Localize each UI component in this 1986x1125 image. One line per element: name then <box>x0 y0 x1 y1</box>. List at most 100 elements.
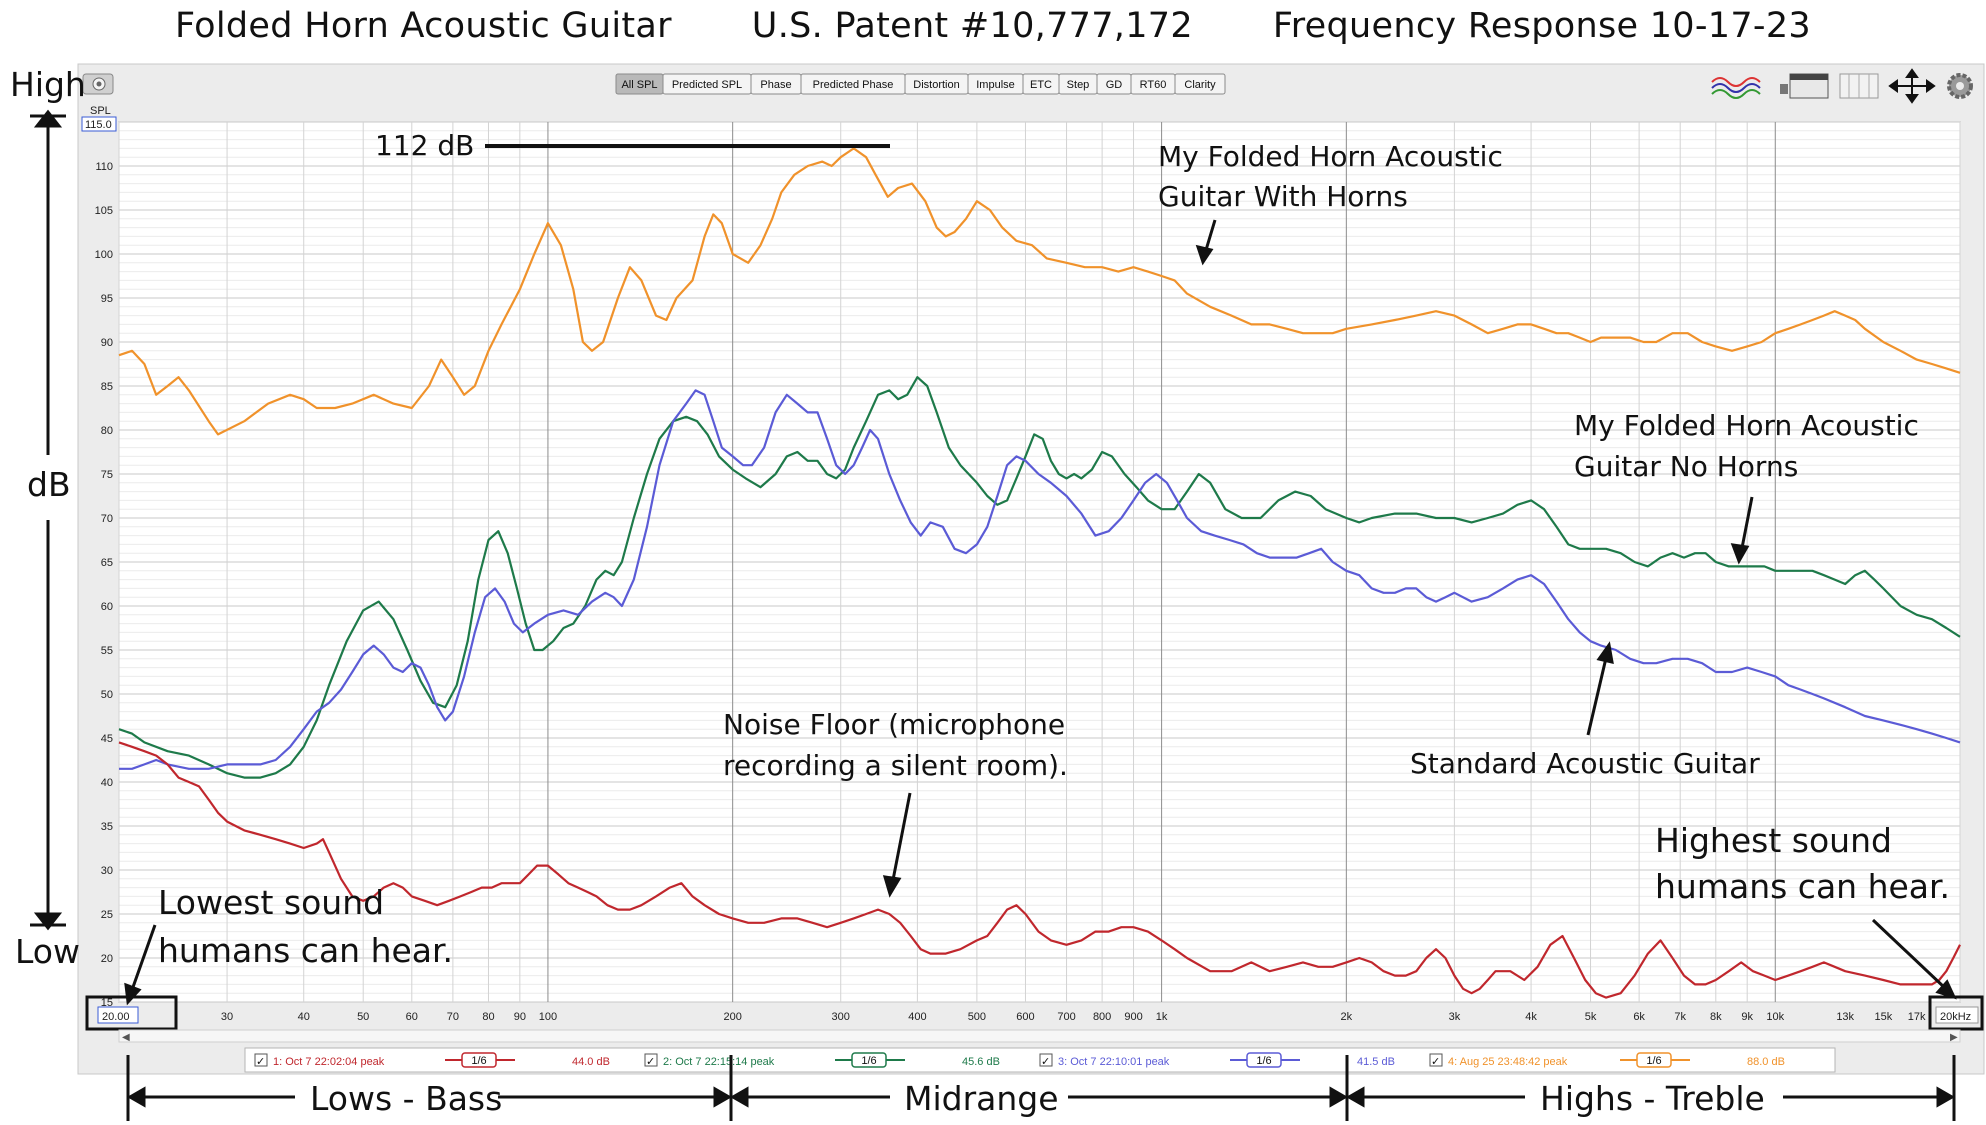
no-horns-label-2: Guitar No Horns <box>1574 450 1798 483</box>
check-icon: ✓ <box>646 1056 655 1068</box>
scroll-left-arrow[interactable]: ◀ <box>122 1032 130 1043</box>
camera-icon[interactable] <box>82 73 114 95</box>
y-tick-label: 60 <box>101 601 113 613</box>
x-tick-label: 90 <box>514 1011 526 1023</box>
smoothing-button[interactable] <box>461 1052 497 1068</box>
legend-name: 3: Oct 7 22:10:01 peak <box>1058 1056 1170 1068</box>
x-tick-label: 10k <box>1766 1011 1784 1023</box>
graph-window-icon[interactable] <box>1780 73 1829 99</box>
y-tick-label: 110 <box>95 161 113 173</box>
legend-checkbox[interactable] <box>1429 1053 1443 1067</box>
scroll-right-arrow[interactable]: ▶ <box>1950 1032 1958 1043</box>
with-horns-arrow <box>1195 219 1217 266</box>
lowest-sound-label-1: Lowest sound <box>158 883 384 922</box>
x-tick-label: 40 <box>298 1011 310 1023</box>
x-right-value: 20kHz <box>1940 1011 1971 1023</box>
x-tick-label: 400 <box>908 1011 926 1023</box>
tab-label: Predicted SPL <box>672 79 742 91</box>
y-tick-label: 75 <box>101 469 113 481</box>
y-tick-label: 100 <box>95 249 113 261</box>
legend-level: 88.0 dB <box>1747 1056 1785 1068</box>
x-tick-label: 13k <box>1836 1011 1854 1023</box>
smoothing-label: 1/6 <box>1256 1055 1271 1067</box>
x-tick-label: 800 <box>1093 1011 1111 1023</box>
peak-label: 112 dB <box>375 129 474 162</box>
x-tick-label: 60 <box>406 1011 418 1023</box>
columns-icon[interactable] <box>1839 73 1879 99</box>
x-tick-label: 15k <box>1874 1011 1892 1023</box>
smoothing-label: 1/6 <box>861 1055 876 1067</box>
x-tick-label: 50 <box>357 1011 369 1023</box>
x-tick-label: 9k <box>1741 1011 1753 1023</box>
check-icon: ✓ <box>1041 1056 1050 1068</box>
band-midrange: Midrange <box>904 1079 1059 1118</box>
noise-floor-label-1: Noise Floor (microphone <box>723 708 1065 741</box>
y-tick-label: 90 <box>101 337 113 349</box>
with-horns-label-2: Guitar With Horns <box>1158 180 1408 213</box>
tab-label: GD <box>1106 79 1123 91</box>
legend-name: 2: Oct 7 22:15:14 peak <box>663 1056 775 1068</box>
y-tick-label: 95 <box>101 293 113 305</box>
check-icon: ✓ <box>1431 1056 1440 1068</box>
y-tick-label: 35 <box>101 821 113 833</box>
tab-label: ETC <box>1030 79 1052 91</box>
horizontal-scrollbar[interactable] <box>118 1029 1961 1043</box>
y-tick-label: 80 <box>101 425 113 437</box>
y-tick-label: 70 <box>101 513 113 525</box>
x-tick-label: 5k <box>1585 1011 1597 1023</box>
tab-clarity[interactable] <box>1174 73 1226 95</box>
tab-label: Clarity <box>1184 79 1216 91</box>
y-tick-labels: 15 20 25 30 35 40 45 50 55 60 65 70 75 80 85 90 95 100 105… <box>95 161 113 1009</box>
smoothing-label: 1/6 <box>1646 1055 1661 1067</box>
y-tick-label: 50 <box>101 689 113 701</box>
tab-label: All SPL <box>621 79 657 91</box>
grid-lines <box>118 121 1961 1003</box>
legend-checkbox[interactable] <box>644 1053 658 1067</box>
x-right-value-box[interactable] <box>1935 1006 1979 1024</box>
legend-level: 45.6 dB <box>962 1056 1000 1068</box>
y-tick-label: 20 <box>101 953 113 965</box>
x-tick-label: 80 <box>482 1011 494 1023</box>
legend-entries: ✓ 1: Oct 7 22:02:04 peak 1/6 44.0 dB ✓ 2: Oct… <box>254 1052 1785 1068</box>
x-tick-label: 3k <box>1449 1011 1461 1023</box>
x-tick-label: 600 <box>1016 1011 1034 1023</box>
legend-level: 44.0 dB <box>572 1056 610 1068</box>
smoothing-button[interactable] <box>851 1052 887 1068</box>
x-left-value-box[interactable] <box>97 1006 139 1024</box>
y-tick-label: 55 <box>101 645 113 657</box>
traces-icon[interactable] <box>1711 77 1761 99</box>
x-tick-label: 7k <box>1674 1011 1686 1023</box>
x-tick-label: 900 <box>1124 1011 1142 1023</box>
x-tick-label: 30 <box>221 1011 233 1023</box>
no-horns-label-1: My Folded Horn Acoustic <box>1574 409 1919 442</box>
x-tick-label: 2k <box>1341 1011 1353 1023</box>
x-tick-label: 17k <box>1908 1011 1926 1023</box>
gear-icon[interactable] <box>1947 73 1973 99</box>
x-tick-label: 300 <box>832 1011 850 1023</box>
legend-level: 41.5 dB <box>1357 1056 1395 1068</box>
y-tick-label: 25 <box>101 909 113 921</box>
y-tick-label: 65 <box>101 557 113 569</box>
y-tick-label: 85 <box>101 381 113 393</box>
x-tick-label: 4k <box>1525 1011 1537 1023</box>
legend-checkbox[interactable] <box>1039 1053 1053 1067</box>
noise-floor-label-2: recording a silent room). <box>723 749 1068 782</box>
series-line-4 <box>118 741 1961 999</box>
low-label: Low <box>15 932 80 971</box>
legend-checkbox[interactable] <box>254 1053 268 1067</box>
y-tick-label: 40 <box>101 777 113 789</box>
check-icon: ✓ <box>256 1056 265 1068</box>
tab-label: Predicted Phase <box>813 79 894 91</box>
tab-label: RT60 <box>1140 79 1167 91</box>
standard-guitar-arrow <box>1586 641 1614 736</box>
smoothing-button[interactable] <box>1636 1052 1672 1068</box>
series-line-1 <box>118 147 1961 436</box>
smoothing-button[interactable] <box>1246 1052 1282 1068</box>
fit-arrows-icon[interactable] <box>1888 68 1936 104</box>
y-tick-label: 15 <box>101 997 113 1009</box>
y-top-value-box[interactable] <box>81 116 117 132</box>
no-horns-arrow <box>1730 496 1754 565</box>
y-tick-label: 105 <box>95 205 113 217</box>
series-lines <box>118 147 1961 999</box>
band-arrows <box>126 1055 1956 1121</box>
